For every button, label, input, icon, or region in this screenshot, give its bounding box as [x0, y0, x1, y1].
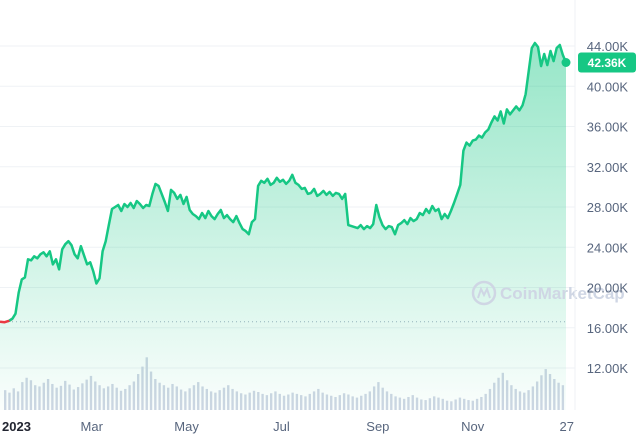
watermark-text: CoinMarketCap	[500, 284, 625, 303]
y-tick-label: 36.00K	[587, 120, 629, 135]
current-price-dot	[561, 58, 571, 68]
x-tick-label: Nov	[461, 419, 485, 434]
x-tick-label: 2023	[2, 419, 31, 434]
x-tick-label: Sep	[366, 419, 389, 434]
x-tick-label: 27	[560, 419, 574, 434]
y-tick-label: 20.00K	[587, 281, 629, 296]
price-line-up	[8, 41, 568, 322]
x-tick-label: Mar	[81, 419, 104, 434]
y-axis-ticks: 44.00K 40.00K 36.00K 32.00K 28.00K 24.00K 20.0…	[587, 39, 629, 376]
y-tick-label: 44.00K	[587, 39, 629, 54]
coinmarketcap-logo-mark	[477, 286, 491, 299]
coinmarketcap-logo-icon	[471, 280, 497, 306]
y-tick-label: 32.00K	[587, 160, 629, 175]
y-tick-label: 40.00K	[587, 79, 629, 94]
x-tick-label: Jul	[273, 419, 290, 434]
y-tick-label: 16.00K	[587, 321, 629, 336]
x-tick-label: May	[174, 419, 199, 434]
price-area-fill	[0, 43, 566, 410]
x-axis-ticks: 2023 Mar May Jul Sep Nov 27	[2, 419, 574, 434]
current-price-label: 42.36K	[588, 56, 627, 70]
price-line	[0, 41, 568, 324]
coinmarketcap-watermark: CoinMarketCap	[471, 280, 625, 306]
y-tick-label: 24.00K	[587, 240, 629, 255]
y-tick-label: 28.00K	[587, 200, 629, 215]
current-price-marker: 42.36K	[561, 52, 636, 73]
current-price-badge	[578, 52, 636, 73]
y-tick-label: 12.00K	[587, 361, 629, 376]
